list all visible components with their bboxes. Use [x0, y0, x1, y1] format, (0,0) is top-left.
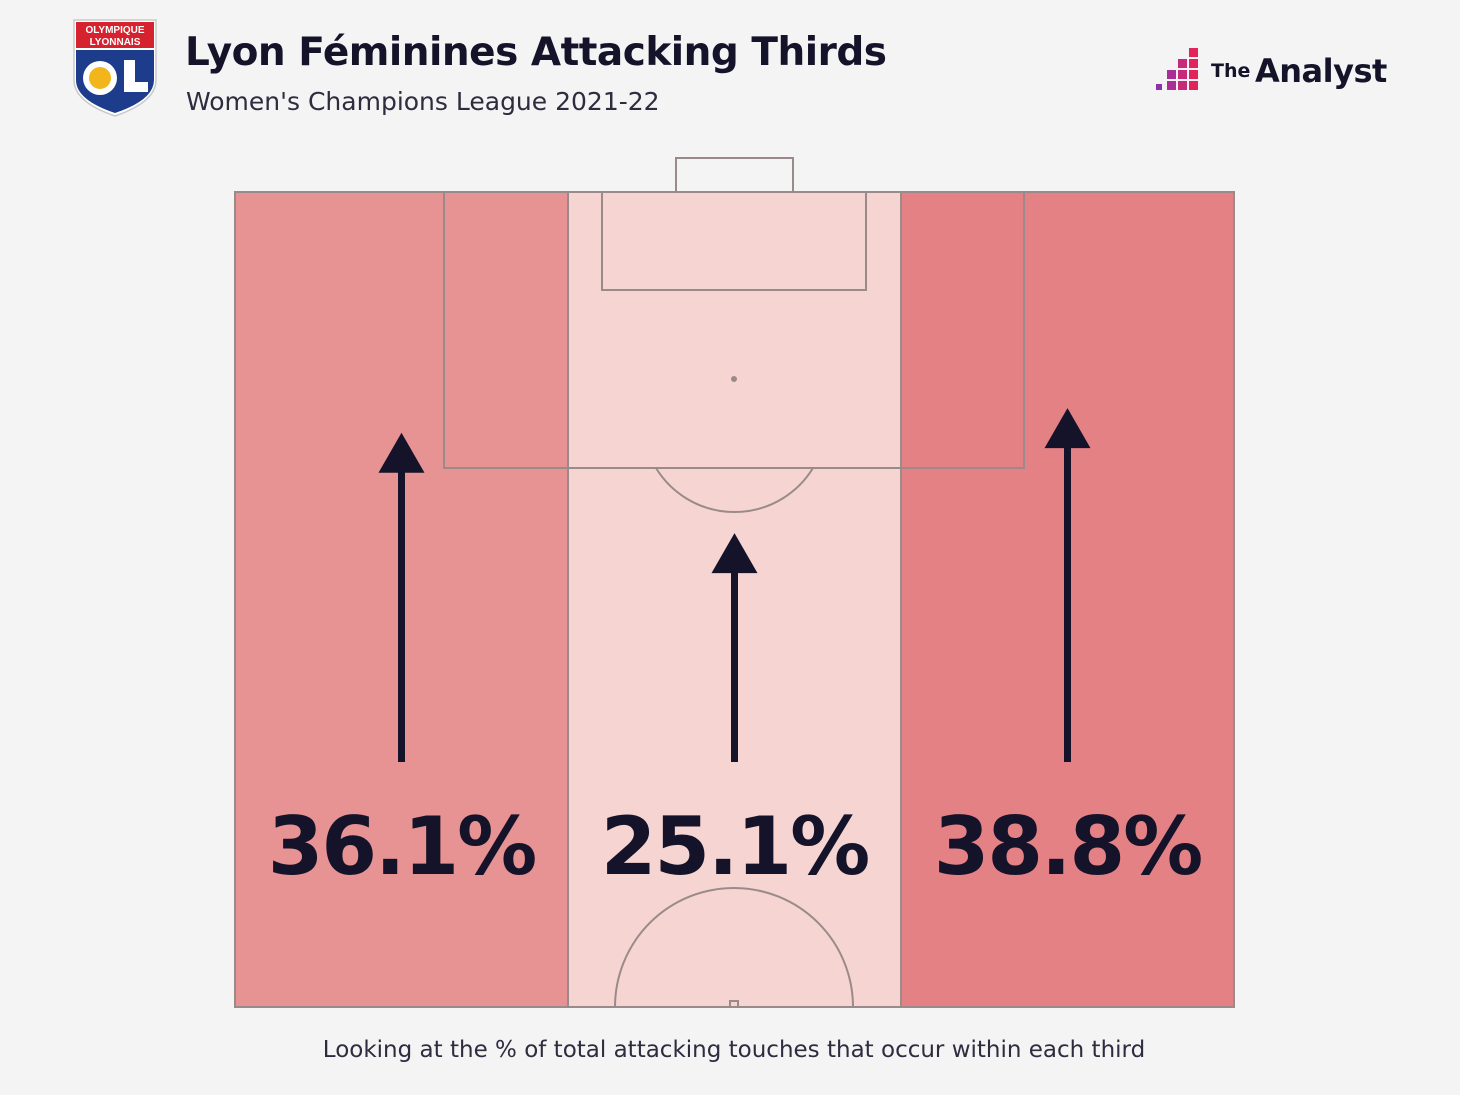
brand-the-text: The: [1211, 60, 1251, 82]
right-third-value-label: 38.8%: [934, 800, 1202, 893]
olympique-lyonnais-logo: OLYMPIQUE LYONNAIS: [73, 19, 157, 117]
chart-title: Lyon Féminines Attacking Thirds: [185, 30, 887, 75]
svg-text:LYONNAIS: LYONNAIS: [90, 37, 141, 48]
brand-name-text: Analyst: [1255, 52, 1387, 90]
central-third-arrow: [711, 533, 758, 762]
goal: [675, 157, 794, 193]
left-third-arrow: [378, 432, 425, 762]
penalty-arc: [655, 467, 814, 514]
centre-circle-arc: [614, 887, 854, 1008]
left-third-value-label: 36.1%: [268, 800, 536, 893]
right-third-arrow: [1044, 408, 1091, 762]
six-yard-box: [601, 191, 867, 291]
pixel-bars-icon: [1156, 48, 1198, 90]
centre-spot: [729, 1000, 739, 1008]
the-analyst-brand: The Analyst: [1155, 46, 1405, 96]
footnote: Looking at the % of total attacking touc…: [322, 1037, 1146, 1063]
svg-text:OLYMPIQUE: OLYMPIQUE: [85, 25, 144, 36]
central-third-value-label: 25.1%: [601, 800, 869, 893]
chart-subtitle: Women's Champions League 2021-22: [186, 87, 660, 116]
penalty-spot: [731, 376, 737, 382]
